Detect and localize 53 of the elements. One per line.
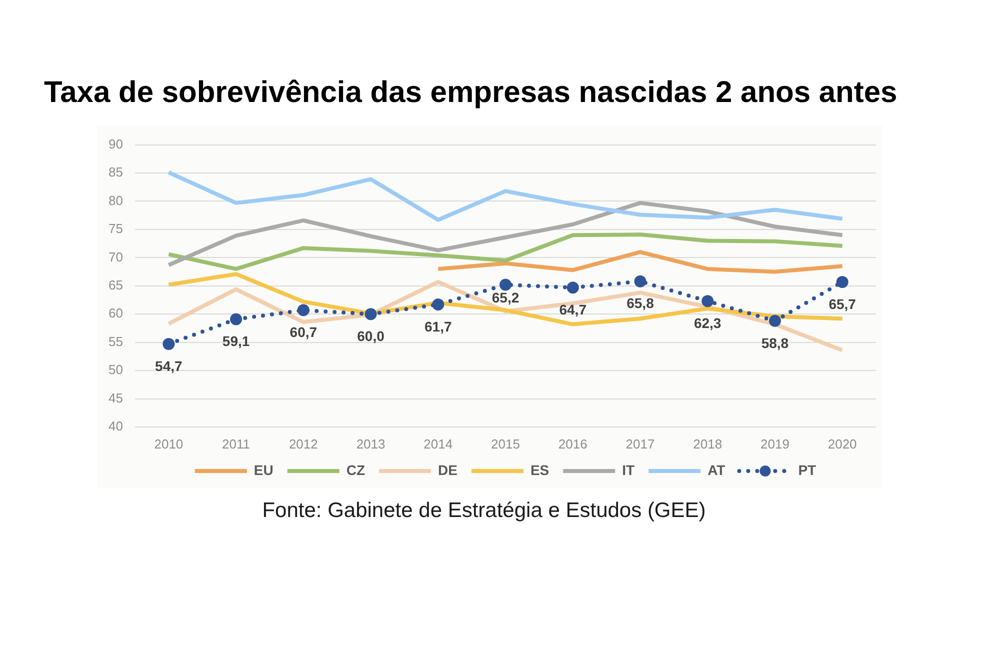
data-label: 58,8	[761, 334, 789, 351]
point	[634, 275, 646, 288]
y-tick-label: 60	[108, 306, 123, 321]
point	[432, 298, 444, 311]
point	[162, 338, 175, 350]
y-tick-label: 80	[108, 192, 123, 208]
x-tick-label: 2011	[222, 436, 250, 452]
legend-label: DE	[438, 462, 458, 478]
point	[230, 313, 242, 326]
data-label: 54,7	[155, 358, 183, 374]
data-label: 62,3	[694, 315, 722, 331]
point	[702, 295, 714, 308]
y-tick-label: 45	[108, 390, 123, 406]
legend-label: CZ	[346, 462, 366, 478]
x-tick-label: 2012	[288, 436, 318, 452]
data-label: 60,7	[290, 324, 318, 340]
legend-label: EU	[254, 462, 274, 478]
point	[297, 304, 310, 316]
y-tick-label: 75	[108, 221, 123, 236]
data-label: 59,1	[222, 333, 250, 350]
x-tick-label: 2015	[491, 436, 520, 452]
y-tick-label: 90	[108, 136, 123, 152]
point	[768, 314, 781, 327]
y-tick-label: 65	[108, 277, 123, 292]
x-tick-label: 2018	[693, 436, 722, 452]
legend-label: ES	[530, 462, 550, 478]
point	[836, 276, 848, 288]
point	[364, 308, 377, 320]
data-label: 60,0	[357, 328, 385, 344]
chart-title: Taxa de sobrevivência das empresas nascidas 2 anos antes	[44, 76, 898, 110]
x-tick-label: 2013	[356, 436, 386, 452]
source-note: Fonte: Gabinete de Estratégia e Estudos (GEE)	[261, 499, 707, 523]
data-label: 65,2	[492, 290, 520, 306]
legend-label: PT	[798, 462, 817, 478]
data-label: 61,7	[424, 318, 452, 334]
y-tick-label: 40	[108, 418, 123, 434]
point	[500, 278, 512, 291]
legend-label: AT	[708, 462, 726, 478]
x-tick-label: 2010	[154, 436, 184, 452]
x-tick-label: 2019	[760, 436, 790, 452]
x-tick-label: 2016	[558, 436, 588, 452]
y-tick-label: 85	[108, 164, 123, 180]
data-label: 65,7	[828, 296, 856, 312]
x-tick-label: 2020	[828, 436, 857, 452]
data-label: 64,7	[559, 301, 587, 318]
x-tick-label: 2014	[424, 436, 453, 452]
point	[566, 282, 579, 294]
y-tick-label: 50	[108, 362, 123, 378]
y-tick-label: 70	[108, 249, 123, 264]
data-label: 65,8	[626, 295, 654, 312]
legend-label: IT	[622, 462, 636, 478]
y-tick-label: 55	[108, 334, 123, 349]
x-tick-label: 2017	[626, 436, 655, 452]
